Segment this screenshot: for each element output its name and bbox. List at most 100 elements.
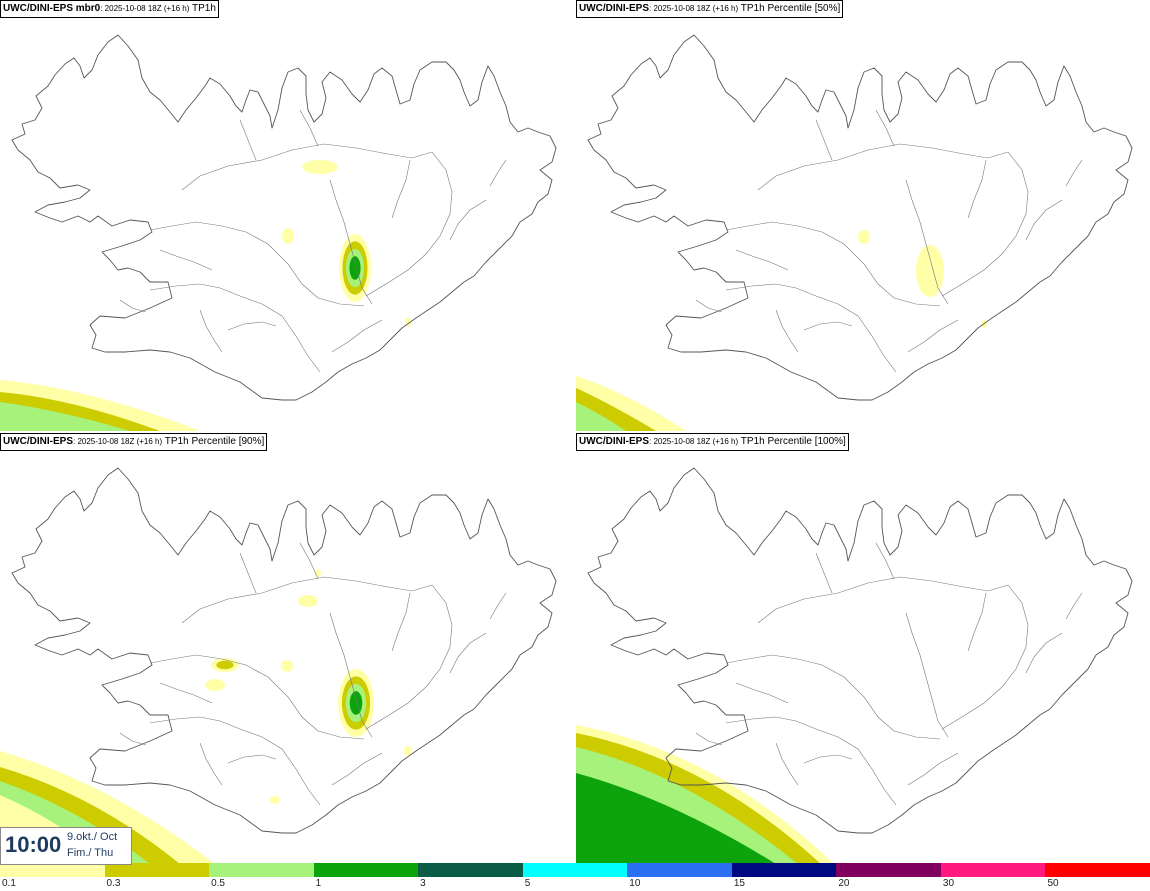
colorbar-tick-label: 0.3 [106,878,121,889]
region-boundary [725,654,941,740]
precip-field [576,230,987,431]
precip-contour [216,660,234,670]
region-boundary [757,576,1009,624]
region-boundary [967,592,987,652]
region-boundary [775,742,799,786]
region-boundary [331,752,383,786]
region-boundary [907,319,959,353]
region-boundary [299,542,319,580]
region-boundary [907,752,959,786]
valid-hour: 10:00 [5,832,62,857]
colorbar-tick-label: 30 [942,878,955,889]
colorbar-tick-label: 0.1 [2,878,16,889]
region-boundary [299,109,319,147]
colorbar-tick-label: 50 [1047,878,1059,889]
region-boundary [391,159,411,219]
coastline [587,467,1133,834]
panel-title: UWC/DINI-EPS mbr0: 2025-10-08 18Z (+16 h… [0,0,219,18]
precip-contour [281,660,293,672]
iceland-outline [11,467,557,834]
colorbar-segment [627,863,732,877]
precip-contour [404,746,412,756]
precip-map [0,34,557,431]
region-boundary [735,249,789,271]
colorbar-segment [731,863,837,877]
coastline [11,467,557,834]
region-boundary [489,159,507,187]
region-boundary [365,584,453,730]
region-boundary [159,249,213,271]
colorbar-segment [313,863,419,877]
colorbar-segment [0,863,105,877]
region-boundary [329,179,373,305]
region-boundary [815,552,833,594]
precip-contour [916,245,944,297]
colorbar-segment [418,863,523,877]
colorbar-tick-label: 10 [629,878,641,889]
region-boundary [149,221,365,307]
region-boundary [941,151,1029,297]
valid-date: 9.okt./ Oct [67,831,118,843]
region-boundary [329,612,373,738]
coastline [587,34,1133,401]
valid-time-box: 10:00 9.okt./ Oct Fim./ Thu [0,827,132,865]
region-boundary [119,732,147,746]
region-boundary [149,654,365,740]
colorbar-tick-label: 1 [315,878,322,889]
region-boundary [695,299,723,313]
region-boundary [757,143,1009,191]
region-boundary [449,632,487,674]
colorbar-segment [209,863,314,877]
colorbar-tick-label: 15 [733,878,745,889]
precip-contour [858,230,870,244]
region-boundary [149,716,321,806]
precip-contour [349,256,361,280]
panel-title: UWC/DINI-EPS: 2025-10-08 18Z (+16 h) TP1… [576,0,844,18]
region-boundary [1065,159,1083,187]
region-boundary [967,159,987,219]
region-boundary [159,682,213,704]
colorbar-segment [522,863,628,877]
precip-field [576,725,834,864]
colorbar-segment [836,863,941,877]
region-boundary [119,299,147,313]
iceland-outline [587,467,1133,834]
precip-contour [282,228,294,244]
precip-contour [0,402,130,431]
region-boundary [239,119,257,161]
map-panel-p90: UWC/DINI-EPS: 2025-10-08 18Z (+16 h) TP1… [0,433,574,864]
precip-contour [298,595,318,607]
precip-map [0,467,557,864]
colorbar-tick-label: 5 [524,878,531,889]
precip-map [576,467,1133,864]
precip-contour [315,569,321,577]
precip-contour [576,773,776,864]
region-boundary [941,584,1029,730]
precip-contour [576,402,626,431]
colorbar-segment [940,863,1046,877]
precip-contour [302,160,338,174]
region-boundary [365,151,453,297]
map-panel-p50: UWC/DINI-EPS: 2025-10-08 18Z (+16 h) TP1… [576,0,1150,431]
region-boundary [239,552,257,594]
precip-map [576,34,1133,431]
region-boundary [199,309,223,353]
region-boundary [815,119,833,161]
colorbar-labels: 0.1 0.3 0.5 1 3 5 10 15 20 30 50 [0,877,1150,891]
region-boundary [181,143,433,191]
region-boundary [227,321,277,331]
region-boundary [449,199,487,241]
map-panel-p100: UWC/DINI-EPS: 2025-10-08 18Z (+16 h) TP1… [576,433,1150,864]
region-boundary [725,221,941,307]
precip-field [0,160,411,431]
region-boundary [199,742,223,786]
precip-contour [205,679,225,691]
colorbar-segment [1045,863,1150,877]
region-boundary [181,576,433,624]
panel-title: UWC/DINI-EPS: 2025-10-08 18Z (+16 h) TP1… [576,433,849,451]
colorbar-tick-label: 3 [420,878,426,889]
region-boundary [725,283,897,373]
region-boundary [905,612,949,738]
precip-contour [270,796,280,804]
region-boundary [1065,592,1083,620]
